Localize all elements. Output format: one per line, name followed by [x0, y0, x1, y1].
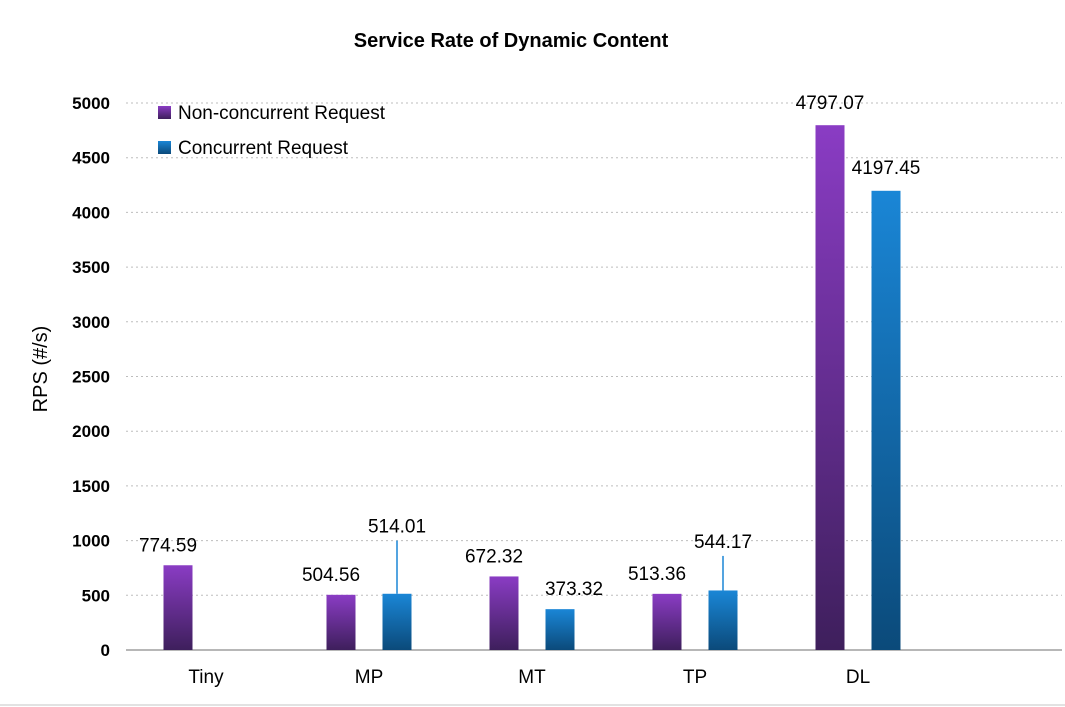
legend-swatch: [158, 141, 171, 154]
legend-label: Non-concurrent Request: [178, 103, 386, 124]
bar: [652, 593, 682, 650]
bar: [326, 594, 356, 650]
x-tick-label: MP: [355, 667, 384, 688]
y-axis-ticks: 0 500 1000 1500 2000 2500 3000 3500 4000 4500 5000: [72, 94, 110, 660]
y-tick-label: 5000: [72, 94, 110, 113]
legend-swatch: [158, 106, 171, 119]
y-tick-label: 1500: [72, 477, 110, 496]
data-label: 774.59: [139, 535, 197, 556]
bar: [489, 576, 519, 650]
bar: [815, 125, 845, 650]
x-axis-ticks: Tiny MP MT TP DL: [188, 667, 870, 688]
y-tick-label: 3500: [72, 258, 110, 277]
data-label: 513.36: [628, 564, 686, 585]
x-tick-label: DL: [846, 667, 870, 688]
y-tick-label: 2500: [72, 368, 110, 387]
data-label: 544.17: [694, 532, 752, 553]
data-label: 514.01: [368, 517, 426, 538]
x-tick-label: Tiny: [188, 667, 224, 688]
bar: [871, 190, 901, 651]
data-label: 504.56: [302, 565, 360, 586]
bar: [545, 609, 575, 650]
y-tick-label: 0: [101, 641, 110, 660]
bar: [708, 590, 738, 650]
x-tick-label: MT: [518, 667, 546, 688]
bar: [382, 593, 412, 650]
data-label: 373.32: [545, 579, 603, 600]
bars: 774.59 504.56 672.32 513.36 4797.07 514.01 373…: [139, 93, 921, 651]
legend: Non-concurrent Request Concurrent Request: [158, 103, 386, 159]
y-tick-label: 1000: [72, 532, 110, 551]
grid-lines: [126, 102, 1062, 651]
chart-title: Service Rate of Dynamic Content: [354, 30, 669, 52]
y-tick-label: 500: [82, 586, 110, 605]
y-axis-label: RPS (#/s): [30, 326, 52, 413]
y-tick-label: 4500: [72, 149, 110, 168]
y-tick-label: 4000: [72, 203, 110, 222]
data-label: 4797.07: [796, 93, 865, 114]
y-tick-label: 2000: [72, 422, 110, 441]
data-label: 4197.45: [852, 158, 921, 179]
legend-label: Concurrent Request: [178, 138, 349, 159]
x-tick-label: TP: [683, 667, 707, 688]
bar: [163, 565, 193, 650]
data-label: 672.32: [465, 546, 523, 567]
y-tick-label: 3000: [72, 313, 110, 332]
